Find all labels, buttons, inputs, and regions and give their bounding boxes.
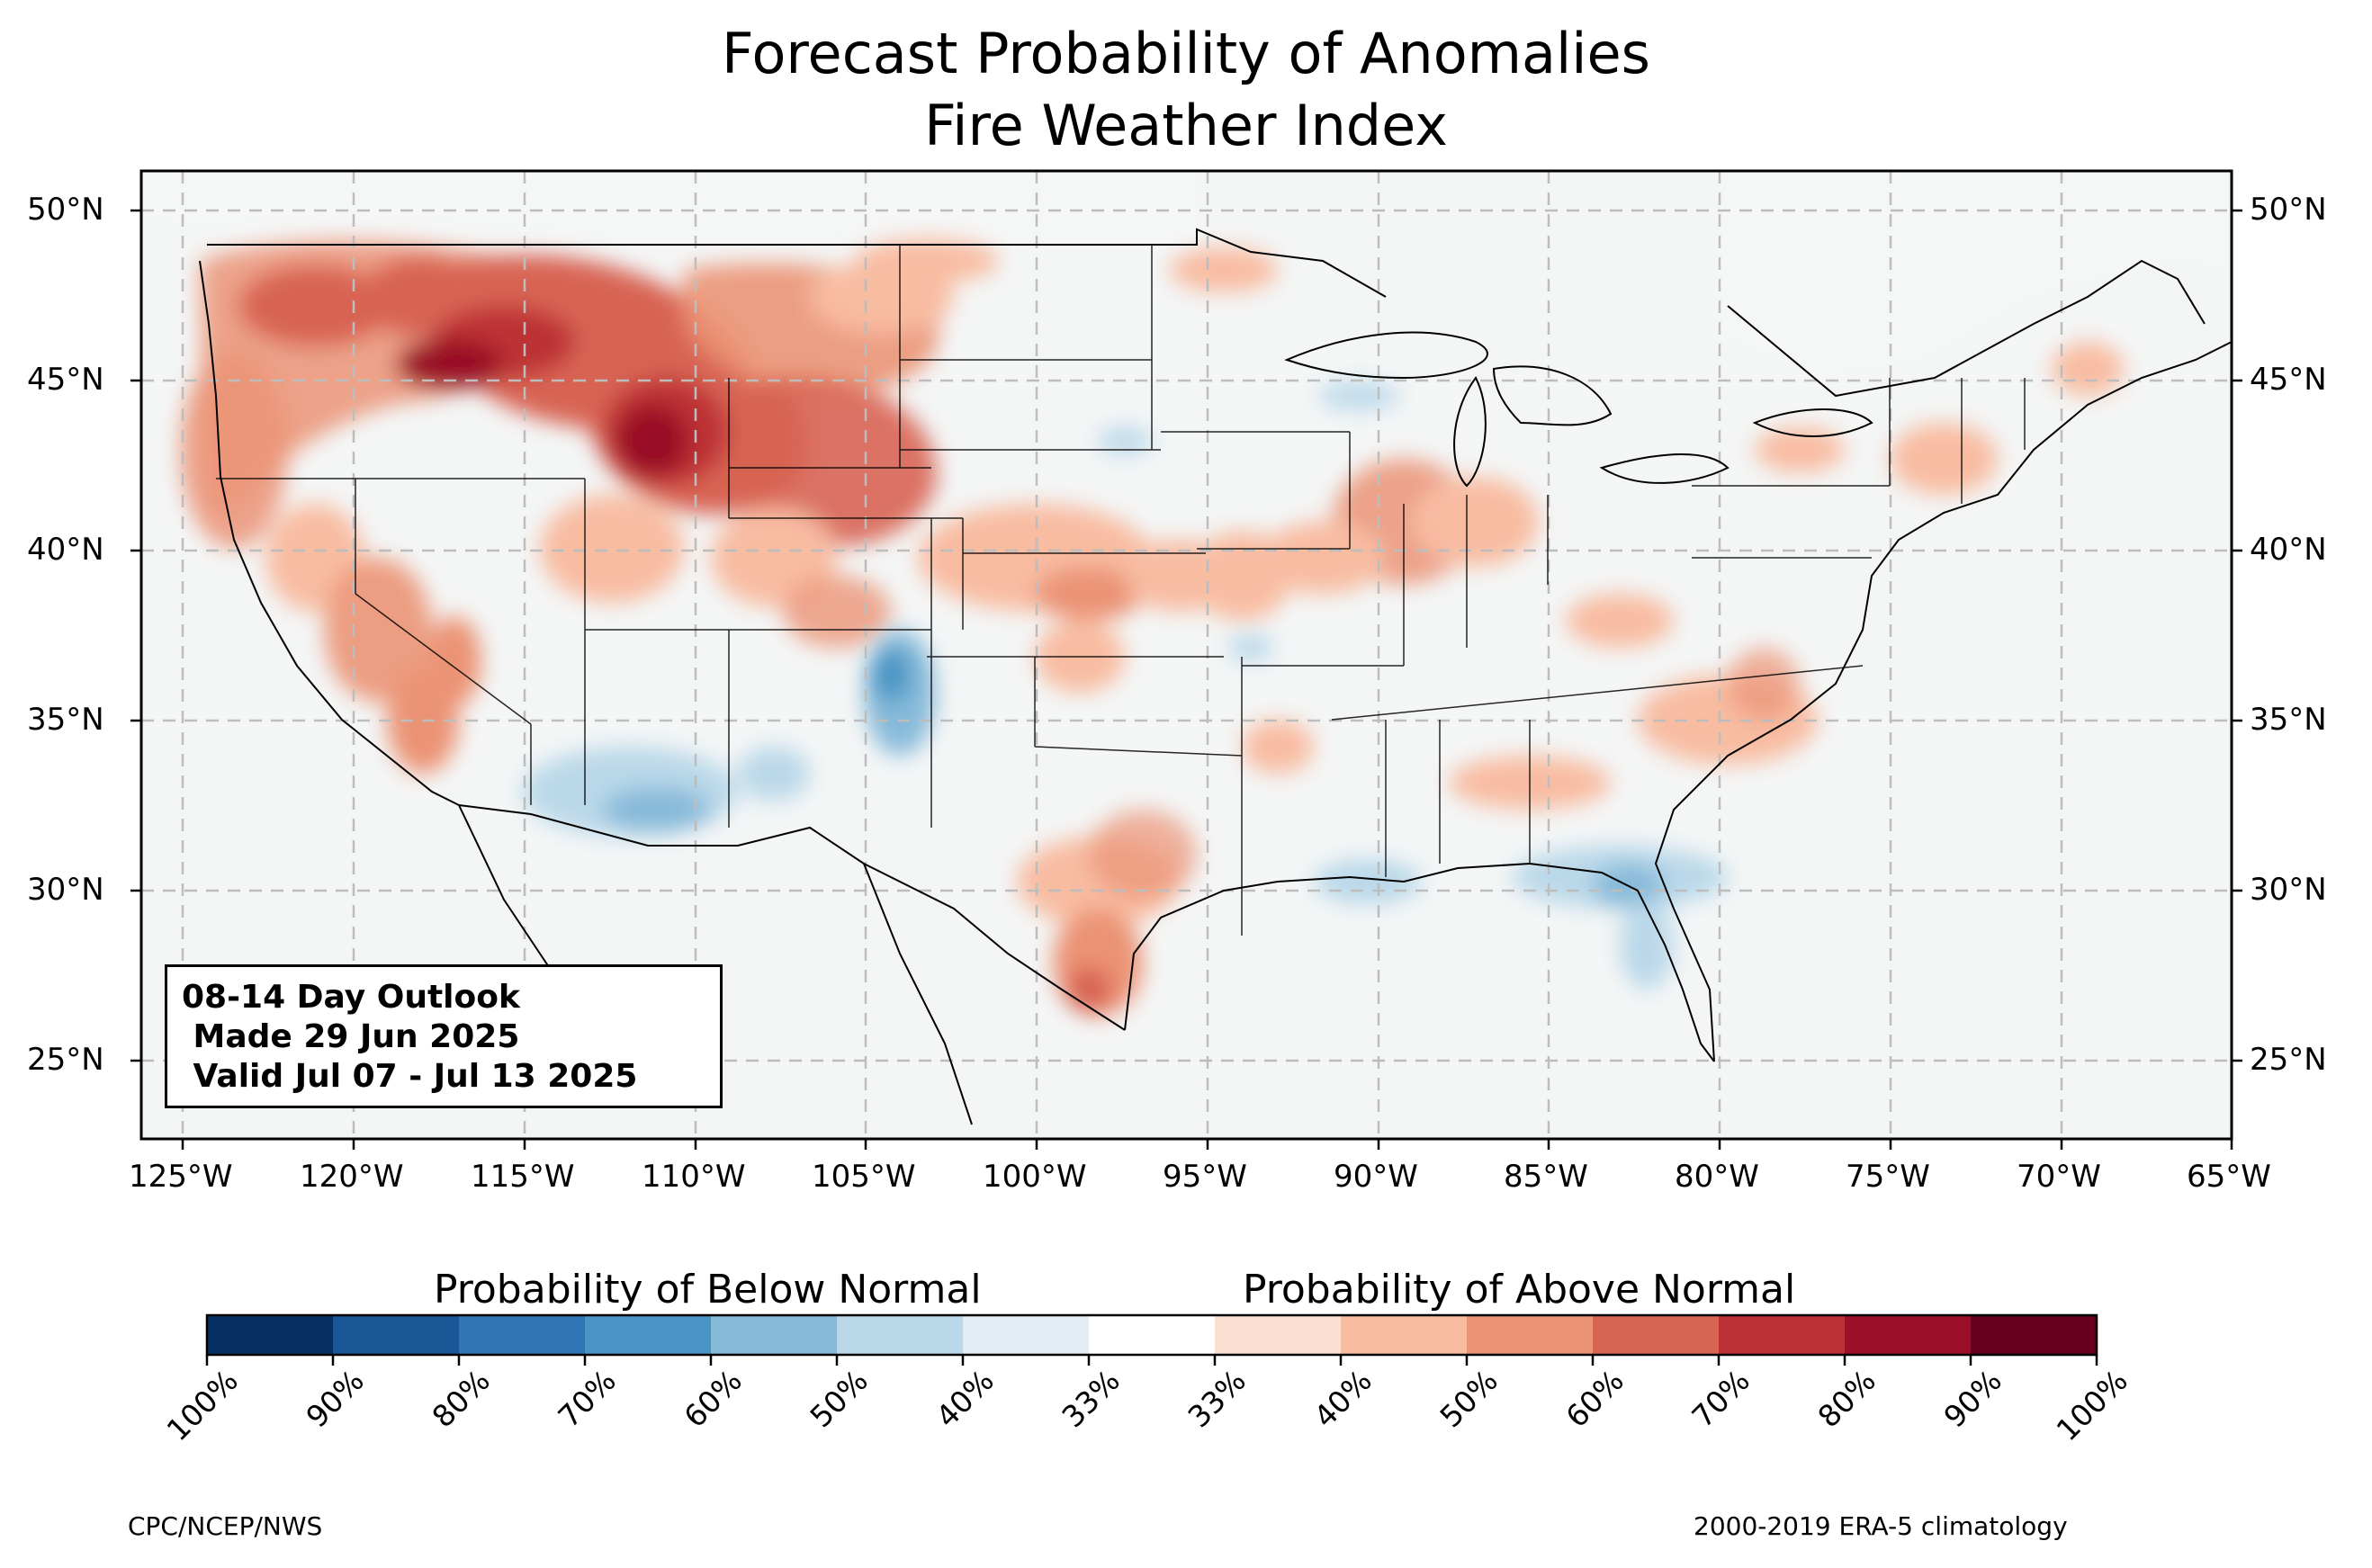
colorbar-swatch	[585, 1315, 712, 1355]
colorbar-swatch	[1089, 1315, 1216, 1355]
colorbar-swatch	[1971, 1315, 2098, 1355]
lat-tick-label: 45°N	[27, 362, 104, 398]
lat-tick-label: 35°N	[2250, 702, 2327, 738]
colorbar-swatch	[1341, 1315, 1468, 1355]
colorbar-swatch	[1215, 1315, 1342, 1355]
lon-tick-label: 100°W	[983, 1159, 1087, 1195]
lat-tick-label: 50°N	[27, 192, 104, 228]
lon-tick-label: 80°W	[1675, 1159, 1759, 1195]
outlook-info-box: 08-14 Day Outlook Made 29 Jun 2025 Valid…	[165, 964, 723, 1108]
lat-tick-label: 40°N	[2250, 532, 2327, 568]
colorbar-above-title: Probability of Above Normal	[1243, 1267, 1796, 1313]
lon-tick-label: 85°W	[1504, 1159, 1588, 1195]
outlook-made-date: Made 29 Jun 2025	[182, 1018, 520, 1055]
state-borders	[216, 245, 2026, 936]
colorbar-swatch	[1467, 1315, 1594, 1355]
lon-tick-label: 120°W	[300, 1159, 404, 1195]
lon-tick-label: 110°W	[642, 1159, 746, 1195]
lon-tick-label: 95°W	[1163, 1159, 1247, 1195]
lat-tick-label: 40°N	[27, 532, 104, 568]
lat-tick-label: 45°N	[2250, 362, 2327, 398]
outlook-period: 08-14 Day Outlook	[182, 979, 520, 1016]
outlook-valid-range: Valid Jul 07 - Jul 13 2025	[182, 1058, 638, 1095]
lon-tick-label: 65°W	[2187, 1159, 2271, 1195]
colorbar-swatch	[459, 1315, 586, 1355]
footer-source: CPC/NCEP/NWS	[128, 1511, 323, 1541]
lat-tick-label: 35°N	[27, 702, 104, 738]
colorbar	[205, 1313, 2098, 1366]
colorbar-below-title: Probability of Below Normal	[434, 1267, 982, 1313]
colorbar-swatch	[1719, 1315, 1846, 1355]
lat-tick-label: 25°N	[2250, 1042, 2327, 1078]
lon-tick-label: 115°W	[471, 1159, 575, 1195]
map-frame	[139, 169, 2233, 1141]
colorbar-swatch	[711, 1315, 838, 1355]
lon-tick-label: 75°W	[1846, 1159, 1930, 1195]
chart-subtitle: Fire Weather Index	[924, 93, 1448, 158]
lon-tick-label: 70°W	[2017, 1159, 2101, 1195]
lon-tick-label: 105°W	[812, 1159, 916, 1195]
lon-tick-label: 125°W	[129, 1159, 233, 1195]
colorbar-swatch	[963, 1315, 1090, 1355]
lat-tick-label: 50°N	[2250, 192, 2327, 228]
tick-marks	[130, 209, 2242, 1150]
colorbar-swatch	[1845, 1315, 1972, 1355]
lat-tick-label: 30°N	[2250, 872, 2327, 908]
colorbar-frame	[205, 1313, 2098, 1357]
colorbar-swatch	[333, 1315, 460, 1355]
chart-title: Forecast Probability of Anomalies	[722, 21, 1650, 86]
colorbar-swatch	[837, 1315, 964, 1355]
lon-tick-label: 90°W	[1334, 1159, 1418, 1195]
below-normal-areas	[522, 382, 1728, 990]
colorbar-swatch	[207, 1315, 334, 1355]
lat-tick-label: 30°N	[27, 872, 104, 908]
colorbar-swatch	[1593, 1315, 1720, 1355]
boundaries	[199, 228, 2232, 1125]
gridlines	[141, 171, 2232, 1139]
footer-climatology: 2000-2019 ERA-5 climatology	[1694, 1511, 2068, 1541]
lat-tick-label: 25°N	[27, 1042, 104, 1078]
